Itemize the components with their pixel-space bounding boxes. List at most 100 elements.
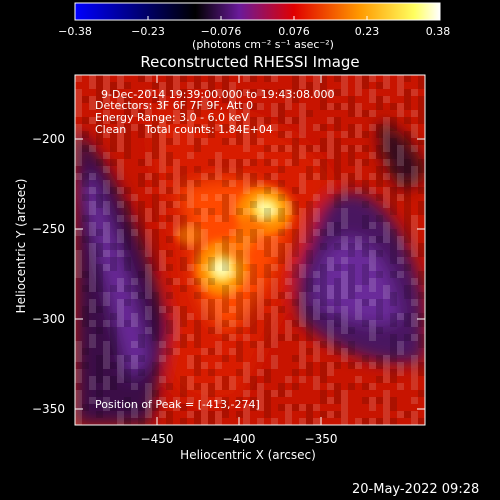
pixel-texture [229, 285, 236, 292]
pixel-texture [173, 131, 180, 138]
pixel-texture [341, 348, 348, 355]
pixel-texture [194, 327, 201, 334]
pixel-texture [411, 362, 418, 369]
pixel-texture [201, 285, 208, 292]
pixel-texture [257, 390, 264, 397]
pixel-texture [299, 82, 306, 89]
pixel-texture [362, 222, 369, 229]
pixel-texture [208, 327, 215, 334]
pixel-texture [166, 187, 173, 194]
pixel-texture [215, 299, 222, 306]
pixel-texture [159, 82, 166, 89]
colorbar-tick-label: 0.076 [278, 25, 310, 38]
pixel-texture [75, 250, 82, 257]
pixel-texture [145, 404, 152, 411]
pixel-texture [194, 383, 201, 390]
pixel-texture [180, 236, 187, 243]
pixel-texture [96, 355, 103, 362]
pixel-texture [89, 320, 96, 327]
pixel-texture [390, 243, 397, 250]
pixel-texture [215, 75, 222, 82]
pixel-texture [145, 208, 152, 215]
pixel-texture [257, 278, 264, 285]
pixel-texture [257, 404, 264, 411]
pixel-texture [285, 418, 292, 425]
pixel-texture [320, 138, 327, 145]
pixel-texture [278, 117, 285, 124]
pixel-texture [229, 166, 236, 173]
pixel-texture [243, 404, 250, 411]
pixel-texture [89, 222, 96, 229]
pixel-texture [390, 271, 397, 278]
pixel-texture [110, 334, 117, 341]
pixel-texture [159, 124, 166, 131]
pixel-texture [348, 348, 355, 355]
pixel-texture [278, 208, 285, 215]
pixel-texture [334, 299, 341, 306]
pixel-texture [271, 285, 278, 292]
pixel-texture [187, 313, 194, 320]
pixel-texture [173, 327, 180, 334]
x-axis-ticks [156, 75, 322, 425]
pixel-texture [159, 103, 166, 110]
pixel-texture [306, 236, 313, 243]
pixel-texture [152, 313, 159, 320]
pixel-texture [201, 306, 208, 313]
pixel-texture [327, 89, 334, 96]
pixel-texture [355, 187, 362, 194]
pixel-texture [411, 411, 418, 418]
pixel-texture [376, 180, 383, 187]
pixel-texture [376, 313, 383, 320]
pixel-texture [383, 222, 390, 229]
pixel-texture [222, 243, 229, 250]
pixel-texture [82, 404, 89, 411]
pixel-texture [418, 271, 425, 278]
pixel-texture [306, 215, 313, 222]
pixel-texture [264, 145, 271, 152]
pixel-texture [194, 180, 201, 187]
pixel-texture [145, 327, 152, 334]
pixel-texture [96, 96, 103, 103]
pixel-texture [243, 257, 250, 264]
pixel-texture [215, 327, 222, 334]
pixel-texture [159, 355, 166, 362]
pixel-texture [243, 187, 250, 194]
pixel-texture [110, 257, 117, 264]
pixel-texture [201, 397, 208, 404]
pixel-texture [306, 173, 313, 180]
pixel-texture [250, 89, 257, 96]
pixel-texture [313, 355, 320, 362]
pixel-texture [390, 117, 397, 124]
pixel-texture [306, 208, 313, 215]
heatmap-image [75, 75, 425, 425]
pixel-texture [299, 215, 306, 222]
pixel-texture [194, 222, 201, 229]
pixel-texture [397, 243, 404, 250]
pixel-texture [383, 236, 390, 243]
pixel-texture [138, 75, 145, 82]
pixel-texture [89, 103, 96, 110]
pixel-texture [383, 369, 390, 376]
pixel-texture [222, 180, 229, 187]
pixel-texture [327, 180, 334, 187]
pixel-texture [264, 75, 271, 82]
pixel-texture [313, 418, 320, 425]
pixel-texture [138, 292, 145, 299]
pixel-texture [215, 313, 222, 320]
pixel-texture [243, 271, 250, 278]
pixel-texture [124, 236, 131, 243]
pixel-texture [138, 131, 145, 138]
pixel-texture [229, 292, 236, 299]
pixel-texture [103, 75, 110, 82]
pixel-texture [404, 201, 411, 208]
pixel-texture [376, 236, 383, 243]
pixel-texture [292, 299, 299, 306]
pixel-texture [89, 229, 96, 236]
pixel-texture [411, 334, 418, 341]
pixel-texture [271, 110, 278, 117]
method-label: Clean [95, 123, 127, 136]
pixel-texture [320, 397, 327, 404]
pixel-texture [397, 362, 404, 369]
pixel-texture [103, 89, 110, 96]
pixel-texture [299, 348, 306, 355]
